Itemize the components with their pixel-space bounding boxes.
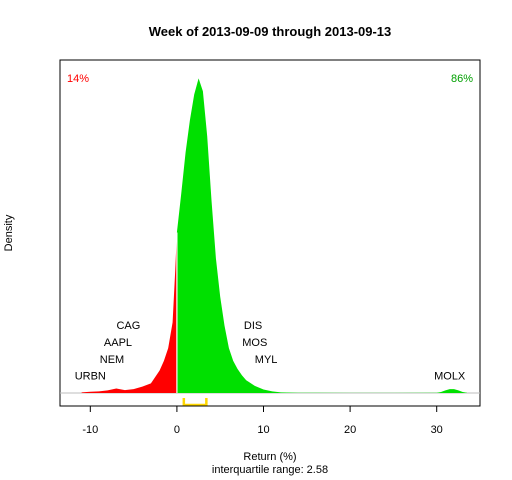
positive-density-area (176, 78, 467, 394)
negative-density-area (81, 232, 177, 393)
annotation-urbn: URBN (75, 371, 106, 383)
annotation-dis: DIS (244, 320, 262, 332)
annotation-mos: MOS (242, 337, 267, 349)
x-tick-label: 20 (344, 424, 356, 436)
x-axis-label: Return (%) (243, 451, 296, 463)
x-tick-label: 0 (174, 424, 180, 436)
annotation-nem: NEM (100, 354, 124, 366)
iqr-bracket (182, 398, 208, 407)
plot-area: CAG AAPL NEM URBN DIS MOS MYL MOLX (59, 59, 481, 407)
annotation-molx: MOLX (434, 371, 466, 383)
x-tick-label: 10 (257, 424, 269, 436)
y-axis-label: Density (3, 214, 15, 251)
annotation-aapl: AAPL (104, 337, 132, 349)
x-axis: -10 0 10 20 30 (82, 405, 443, 436)
x-tick-label: -10 (82, 424, 98, 436)
iqr-subtitle: interquartile range: 2.58 (212, 464, 328, 476)
negative-share-label: 14% (67, 73, 89, 85)
annotation-cag: CAG (116, 320, 140, 332)
positive-share-label: 86% (451, 73, 473, 85)
x-tick-label: 30 (431, 424, 443, 436)
stock-annotations: CAG AAPL NEM URBN DIS MOS MYL MOLX (75, 320, 466, 383)
annotation-myl: MYL (255, 354, 278, 366)
chart-title: Week of 2013-09-09 through 2013-09-13 (149, 24, 392, 39)
